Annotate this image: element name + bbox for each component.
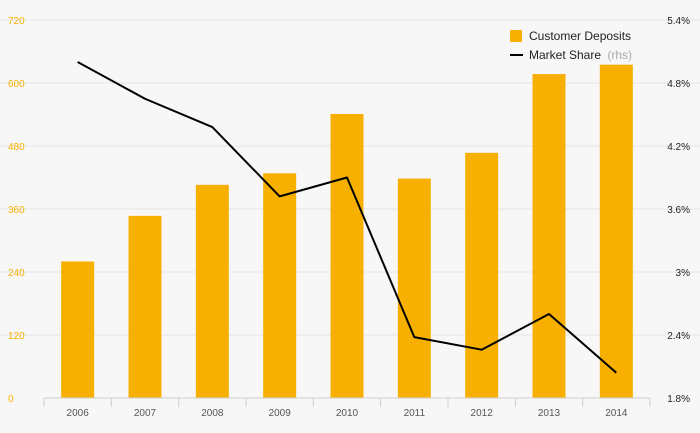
legend: Customer Deposits Market Share (rhs) — [510, 29, 632, 62]
left-axis-tick-label: 120 — [8, 331, 25, 342]
x-axis-tick-label: 2014 — [605, 408, 628, 419]
bar-2006 — [61, 261, 95, 398]
right-axis-tick-label: 4.8% — [667, 79, 690, 90]
left-axis-tick-label: 0 — [8, 394, 14, 405]
bar-2014 — [599, 64, 633, 398]
bar-2007 — [128, 215, 162, 398]
right-axis-tick-label: 3% — [676, 268, 691, 279]
x-axis-tick-label: 2013 — [538, 408, 561, 419]
right-axis-tick-label: 3.6% — [667, 205, 690, 216]
legend-label-market-share-name: Market Share — [529, 48, 601, 62]
bar-2009 — [263, 173, 297, 398]
right-axis-tick-label: 4.2% — [667, 142, 690, 153]
bar-2012 — [465, 152, 499, 398]
left-axis-tick-label: 240 — [8, 268, 25, 279]
line-series-market-share — [77, 61, 617, 374]
bar-2011 — [397, 178, 431, 398]
x-axis-tick-label: 2006 — [67, 408, 90, 419]
x-axis-tick-label: 2007 — [134, 408, 157, 419]
bar-2010 — [330, 113, 364, 398]
x-axis-tick-label: 2010 — [336, 408, 359, 419]
bar-2008 — [195, 184, 229, 398]
legend-swatch-customer-deposits — [510, 30, 522, 42]
right-axis-tick-label: 1.8% — [667, 394, 690, 405]
left-axis-tick-label: 480 — [8, 142, 25, 153]
x-axis-tick-label: 2012 — [471, 408, 494, 419]
x-axis-tick-label: 2009 — [269, 408, 292, 419]
left-axis-tick-label: 600 — [8, 79, 25, 90]
right-axis-tick-label: 2.4% — [667, 331, 690, 342]
x-axis: 2006 2007 2008 2009 2010 2011 2012 2013 2014 — [43, 397, 651, 419]
left-axis-tick-label: 360 — [8, 205, 25, 216]
left-y-axis: 0 120 240 360 480 600 720 — [8, 16, 25, 405]
right-axis-tick-label: 5.4% — [667, 16, 690, 27]
legend-label-market-share: Market Share (rhs) — [529, 48, 632, 62]
x-axis-tick-label: 2008 — [201, 408, 224, 419]
x-axis-tick-label: 2011 — [404, 408, 426, 419]
bar-series-customer-deposits — [61, 64, 633, 398]
bar-2013 — [532, 74, 566, 398]
legend-label-customer-deposits: Customer Deposits — [529, 29, 631, 43]
legend-label-rhs: (rhs) — [607, 48, 632, 62]
left-axis-tick-label: 720 — [8, 16, 25, 27]
right-y-axis: 1.8% 2.4% 3% 3.6% 4.2% 4.8% 5.4% — [667, 16, 690, 405]
